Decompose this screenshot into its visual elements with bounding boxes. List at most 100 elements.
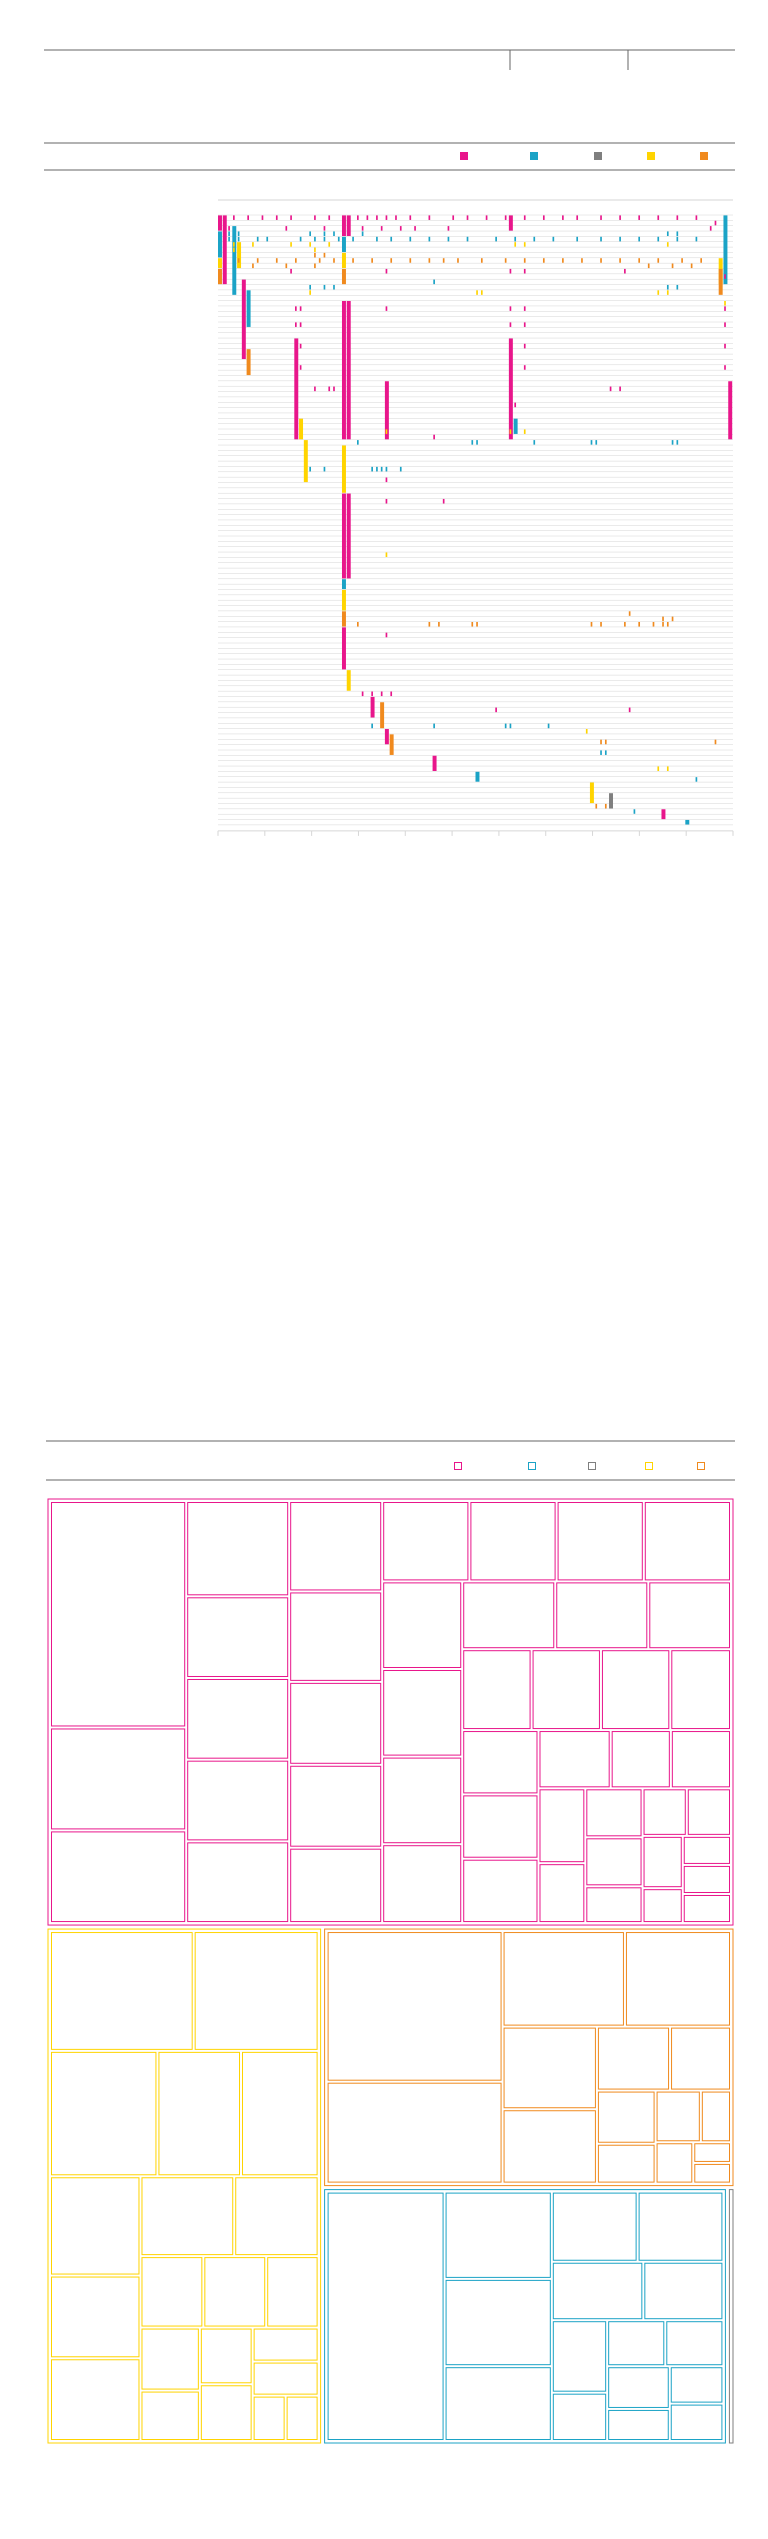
heatmap-tick-orange — [352, 258, 354, 263]
heatmap-tick-yellow — [509, 429, 512, 434]
treemap-cell-magenta — [290, 1848, 382, 1923]
heatmap-tick-yellow — [385, 552, 388, 557]
heatmap-tick-magenta — [724, 365, 726, 370]
heatmap-tick-magenta — [328, 215, 331, 220]
heatmap-tick-magenta — [366, 215, 369, 220]
heatmap-tick-cyan — [552, 236, 555, 242]
treemap-cell-orange — [597, 2091, 655, 2143]
heatmap-tick-magenta — [261, 215, 264, 220]
heatmap-tick-cyan — [314, 236, 316, 242]
heatmap-tick-orange — [647, 263, 650, 269]
heatmap-tick-cyan — [633, 809, 636, 814]
heatmap-tick-cyan — [533, 440, 536, 445]
heatmap-tick-orange — [657, 258, 660, 263]
treemap-cell-yellow — [141, 2257, 203, 2327]
heatmap-tick-orange — [619, 258, 621, 263]
heatmap-tick-magenta — [676, 215, 679, 220]
heatmap-tick-orange — [600, 258, 602, 263]
heatmap-tick-cyan — [514, 236, 517, 242]
heatmap-tick-cyan — [237, 236, 240, 242]
legend-swatch-orange — [700, 152, 708, 160]
heatmap-tick-cyan — [471, 440, 474, 445]
heatmap-tick-magenta — [228, 226, 230, 231]
heatmap-segment-orange — [380, 702, 385, 729]
heatmap-tick-yellow — [514, 242, 517, 247]
heatmap-tick-cyan — [333, 284, 335, 290]
heatmap-tick-orange — [638, 258, 641, 263]
treemap-group-orange — [324, 1928, 734, 2187]
heatmap-segment-magenta — [222, 215, 227, 285]
heatmap-tick-cyan — [361, 231, 364, 236]
heatmap-tick-magenta — [328, 386, 331, 392]
heatmap-tick-yellow — [328, 242, 331, 247]
treemap-cell-magenta — [383, 1582, 462, 1668]
heatmap-tick-yellow — [657, 766, 660, 771]
treemap-cell-cyan — [638, 2192, 723, 2261]
treemap-legend-swatch-cyan — [528, 1462, 536, 1470]
heatmap-tick-orange — [690, 263, 693, 269]
heatmap-tick-magenta — [509, 268, 512, 274]
heatmap-tick-magenta — [361, 691, 364, 697]
heatmap-tick-magenta — [399, 226, 402, 231]
heatmap-tick-cyan — [504, 723, 507, 729]
heatmap-segment-magenta — [384, 381, 389, 440]
treemap-cell-yellow — [51, 2051, 157, 2176]
treemap-cell-magenta — [51, 1502, 186, 1727]
heatmap-tick-magenta — [509, 306, 512, 311]
heatmap-tick-magenta — [385, 498, 388, 504]
heatmap-tick-orange — [590, 622, 593, 627]
treemap-cell-magenta — [463, 1731, 538, 1794]
heatmap-tick-cyan — [595, 440, 598, 445]
treemap-cell-cyan — [670, 2367, 723, 2403]
heatmap-tick-cyan — [619, 236, 621, 242]
treemap-cell-yellow — [267, 2257, 318, 2327]
heatmap-tick-cyan — [228, 231, 230, 236]
heatmap-tick-cyan — [323, 231, 326, 236]
heatmap-segment-yellow — [303, 440, 308, 483]
heatmap-segment-magenta — [508, 338, 513, 440]
treemap-cell-yellow — [204, 2257, 266, 2327]
treemap-cell-yellow — [158, 2051, 241, 2176]
heatmap-tick-cyan — [309, 284, 311, 290]
heatmap-tick-cyan — [371, 466, 373, 472]
heatmap-tick-magenta — [314, 386, 316, 392]
treemap-cell-magenta — [290, 1765, 382, 1847]
treemap-cell-magenta — [51, 1728, 186, 1830]
heatmap-segment-yellow — [341, 252, 346, 269]
heatmap-segment-yellow — [218, 258, 222, 269]
heatmap-tick-orange — [714, 739, 717, 745]
heatmap-tick-magenta — [509, 343, 512, 349]
heatmap-tick-magenta — [657, 215, 660, 220]
heatmap-tick-orange — [409, 258, 412, 263]
heatmap-tick-magenta — [562, 215, 564, 220]
heatmap-tick-cyan — [495, 236, 497, 242]
heatmap-tick-cyan — [323, 236, 326, 242]
treemap-cell-magenta — [643, 1789, 686, 1835]
heatmap-tick-orange — [471, 622, 474, 627]
heatmap-tick-orange — [237, 258, 240, 263]
treemap-cell-cyan — [327, 2192, 444, 2440]
treemap-cell-magenta — [51, 1831, 186, 1923]
heatmap-tick-orange — [542, 258, 545, 263]
treemap-cell-magenta — [586, 1838, 642, 1886]
heatmap-tick-orange — [256, 258, 259, 263]
heatmap-tick-cyan — [256, 236, 259, 242]
treemap-cell-magenta — [463, 1859, 538, 1923]
heatmap-tick-magenta — [314, 215, 316, 220]
heatmap-tick-cyan — [376, 466, 378, 472]
heatmap-tick-magenta — [385, 268, 388, 274]
treemap-cell-orange — [327, 1932, 502, 2081]
heatmap-tick-orange — [314, 252, 316, 258]
legend-swatch-gray — [594, 152, 602, 160]
treemap-cell-magenta — [539, 1789, 585, 1863]
treemap-cell-cyan — [608, 2409, 669, 2440]
heatmap-tick-magenta — [357, 215, 359, 220]
heatmap-segment-gray — [609, 793, 613, 809]
heatmap-tick-orange — [371, 258, 373, 263]
treemap-cell-magenta — [383, 1845, 462, 1923]
heatmap-segment-cyan — [232, 226, 237, 295]
treemap-cell-cyan — [670, 2404, 723, 2440]
treemap-cell-yellow — [242, 2051, 318, 2176]
treemap-group-cyan — [324, 2189, 726, 2444]
